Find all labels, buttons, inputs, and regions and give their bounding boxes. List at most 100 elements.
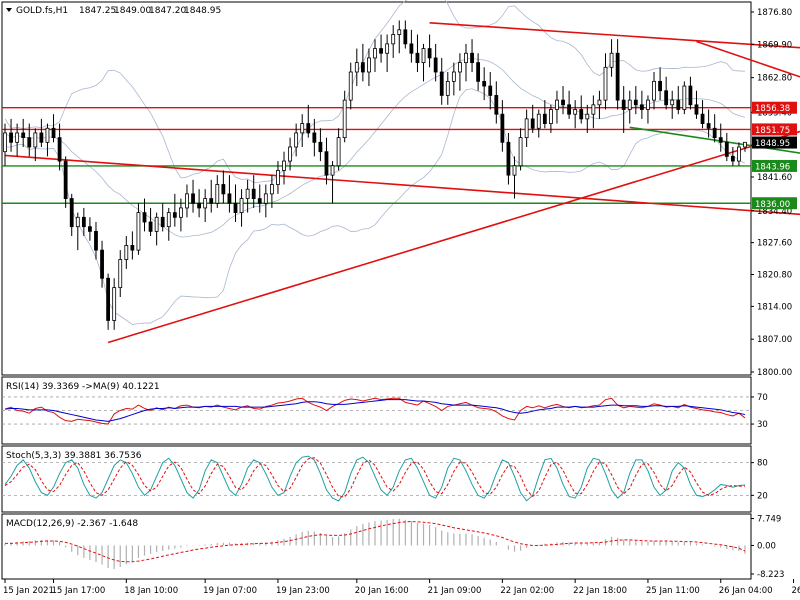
price-tick-label: 1800.00 bbox=[757, 368, 792, 378]
candle-85 bbox=[518, 128, 523, 171]
candle-body bbox=[627, 99, 632, 110]
candle-34 bbox=[209, 179, 214, 213]
candle-28 bbox=[172, 193, 177, 227]
time-tick-label: 15 Jan 17:00 bbox=[52, 586, 106, 596]
time-tick-label: 20 Jan 16:00 bbox=[355, 586, 409, 596]
candle-105 bbox=[639, 90, 644, 119]
trend-line-0 bbox=[4, 154, 800, 216]
collapse-triangle-icon[interactable] bbox=[6, 8, 12, 12]
ohlc-low: 1847.20 bbox=[149, 6, 186, 16]
price-tag-0: 1856.38 bbox=[752, 101, 797, 114]
candle-body bbox=[179, 207, 183, 218]
rsi-pane[interactable]: 70 30 RSI(14) 39.3369 ->MA(9) 40.1221 bbox=[1, 376, 768, 445]
candle-body bbox=[263, 193, 268, 204]
candle-84 bbox=[512, 156, 517, 199]
candle-body bbox=[33, 132, 38, 148]
candle-29 bbox=[179, 198, 183, 232]
price-pane-frame bbox=[1, 1, 752, 376]
candle-body bbox=[251, 188, 256, 199]
candle-9 bbox=[57, 123, 62, 171]
stochastic-pane[interactable]: 80 20 Stoch(5,3,3) 39.3881 36.7536 bbox=[1, 445, 768, 513]
price-tick-label: 1876.80 bbox=[757, 8, 792, 18]
candle-76 bbox=[464, 43, 468, 82]
candle-104 bbox=[633, 86, 638, 115]
candle-body bbox=[88, 226, 92, 232]
stochastic-title: Stoch(5,3,3) 39.3881 36.7536 bbox=[6, 451, 142, 461]
candle-body bbox=[197, 202, 201, 209]
candle-87 bbox=[530, 104, 535, 133]
candle-body bbox=[470, 52, 474, 64]
candle-111 bbox=[676, 86, 681, 115]
price-tag-1: 1851.75 bbox=[752, 123, 797, 136]
candle-46 bbox=[282, 151, 286, 185]
candle-39 bbox=[239, 189, 244, 227]
price-tick-label: 1841.60 bbox=[757, 173, 792, 183]
rsi-tick-label: 30 bbox=[757, 420, 768, 430]
rsi-levels bbox=[2, 396, 751, 425]
candle-body bbox=[688, 85, 693, 106]
candle-body bbox=[615, 52, 620, 101]
price-tick-label: 1807.00 bbox=[757, 335, 792, 345]
candle-body bbox=[106, 277, 111, 321]
candle-55 bbox=[336, 128, 341, 171]
candle-body bbox=[646, 99, 650, 110]
candle-89 bbox=[542, 100, 547, 129]
price-pane[interactable]: 1876.801869.901862.801855.401848.401841.… bbox=[1, 0, 800, 378]
price-tag-value: 1851.75 bbox=[755, 126, 790, 136]
candle-body bbox=[549, 109, 553, 124]
candle-100 bbox=[609, 39, 614, 77]
candle-75 bbox=[458, 53, 462, 91]
candle-3 bbox=[21, 118, 26, 147]
candle-12 bbox=[75, 212, 80, 251]
trend-line-3 bbox=[696, 40, 800, 78]
price-tags: 1856.38 1851.75 1848.95 1843.96 1836.00 bbox=[752, 101, 797, 210]
candle-65 bbox=[397, 20, 402, 54]
candle-120 bbox=[730, 147, 735, 166]
candle-body bbox=[397, 29, 402, 35]
rsi-ma-line bbox=[4, 399, 746, 422]
candle-122 bbox=[743, 141, 747, 152]
macd-tick-label: 0.00 bbox=[757, 541, 776, 551]
candle-61 bbox=[373, 39, 377, 72]
candle-72 bbox=[439, 57, 444, 105]
candle-86 bbox=[524, 109, 529, 147]
macd-signal-polyline bbox=[5, 521, 746, 563]
candle-body bbox=[166, 212, 171, 228]
candle-102 bbox=[621, 86, 626, 133]
price-tag-value: 1836.00 bbox=[755, 200, 790, 210]
price-tag-bg bbox=[752, 197, 797, 210]
candle-body bbox=[172, 212, 177, 218]
candlesticks bbox=[3, 20, 747, 330]
candle-body bbox=[694, 104, 699, 115]
bb-lower bbox=[5, 88, 746, 325]
price-tick-label: 1814.00 bbox=[757, 302, 792, 312]
candle-body bbox=[670, 99, 675, 106]
candle-93 bbox=[567, 90, 571, 119]
candle-body bbox=[51, 127, 56, 139]
candle-88 bbox=[536, 109, 541, 138]
candle-body bbox=[9, 132, 13, 143]
time-tick-label: 19 Jan 07:00 bbox=[203, 586, 257, 596]
candle-body bbox=[81, 216, 86, 228]
candle-body bbox=[555, 99, 559, 110]
candle-body bbox=[294, 132, 299, 148]
stochastic-levels bbox=[2, 462, 751, 496]
candle-body bbox=[682, 85, 687, 110]
stochastic-tick-label: 20 bbox=[757, 491, 768, 501]
candle-body bbox=[215, 184, 220, 204]
candle-5 bbox=[33, 128, 38, 162]
stochastic-lines bbox=[4, 455, 746, 502]
candle-body bbox=[348, 71, 353, 101]
candle-body bbox=[476, 62, 481, 82]
candle-106 bbox=[646, 95, 650, 124]
candle-body bbox=[506, 141, 511, 176]
candle-body bbox=[488, 85, 493, 96]
candle-117 bbox=[712, 114, 717, 143]
candle-body bbox=[609, 52, 614, 68]
candle-91 bbox=[555, 90, 559, 124]
candle-36 bbox=[221, 170, 226, 204]
macd-pane[interactable]: 7.749 0.00 -8.223 MACD(12,26,9) -2.367 -1.… bbox=[1, 513, 784, 580]
candle-97 bbox=[591, 95, 596, 129]
candle-110 bbox=[670, 90, 675, 119]
